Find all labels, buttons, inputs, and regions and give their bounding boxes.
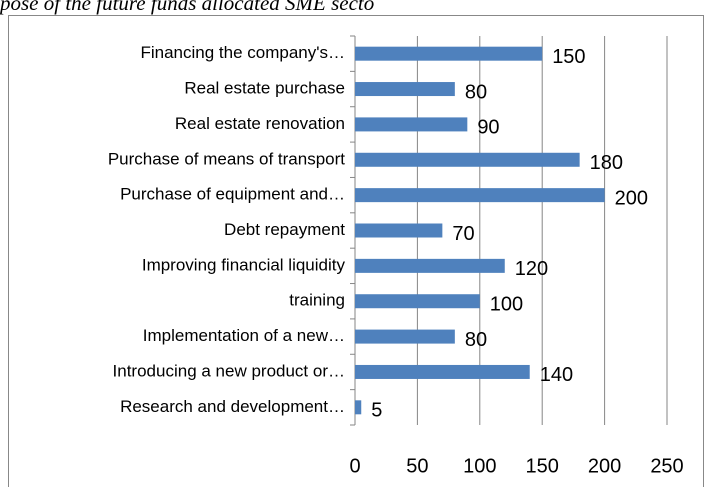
data-label: 70 [452,223,474,245]
data-label: 5 [371,400,382,422]
y-tick-label: Real estate renovation [175,114,345,133]
data-label: 150 [552,46,585,68]
y-tick-label: Research and development… [120,397,345,416]
y-tick-label: Real estate purchase [184,79,345,98]
x-tick-label: 200 [588,455,621,477]
bar [355,258,505,273]
x-tick-label: 50 [406,455,428,477]
data-label: 200 [615,187,648,209]
y-tick-label: Implementation of a new… [143,326,345,345]
bar [355,364,530,379]
x-tick-label: 100 [463,455,496,477]
bar [355,117,468,132]
data-label: 100 [490,294,523,316]
data-label: 80 [465,329,487,351]
x-tick-label: 0 [349,455,360,477]
y-tick-label: Improving financial liquidity [142,255,346,274]
bar [355,223,443,238]
x-tick-label: 250 [650,455,683,477]
y-tick-label: Debt repayment [224,220,345,239]
bar [355,152,580,167]
y-tick-label: Introducing a new product or… [113,361,345,380]
y-tick-label: Purchase of means of transport [108,149,345,168]
bar [355,82,455,97]
data-label: 80 [465,81,487,103]
x-tick-label: 150 [526,455,559,477]
data-label: 90 [477,117,499,139]
data-label: 120 [515,258,548,280]
bar [355,46,543,61]
y-tick-label: Financing the company's… [140,43,345,62]
bar [355,400,362,415]
bar [355,294,480,309]
bar [355,329,455,344]
y-tick-label: Purchase of equipment and… [120,185,345,204]
y-tick-label: training [289,291,345,310]
caption: pose of the future funds allocated SME s… [0,0,374,15]
data-label: 180 [590,152,623,174]
bar [355,188,605,203]
data-label: 140 [540,364,573,386]
